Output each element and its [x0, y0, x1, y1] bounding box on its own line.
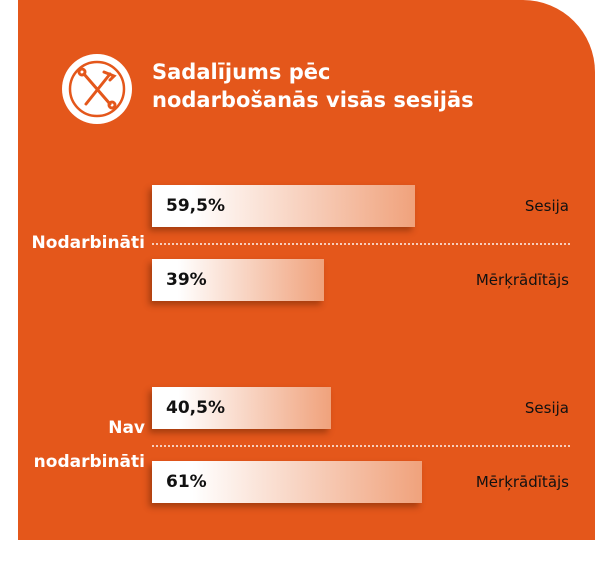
bar [152, 387, 331, 429]
bar [152, 461, 422, 503]
value-label: 39% [166, 270, 207, 290]
series-label: Mērķrādītājs [475, 271, 569, 289]
value-label: 59,5% [166, 196, 225, 216]
category-label: Nodarbināti [31, 233, 145, 253]
series-label: Sesija [524, 197, 569, 215]
value-label: 61% [166, 472, 207, 492]
series-label: Sesija [524, 399, 569, 417]
bar [152, 185, 415, 227]
dotted-separator [152, 243, 570, 245]
value-label: 40,5% [166, 398, 225, 418]
tools-icon [62, 54, 132, 124]
chart-title: Sadalījums pēc nodarbošanās visās sesijā… [152, 60, 474, 112]
series-label: Mērķrādītājs [475, 473, 569, 491]
dotted-separator [152, 445, 570, 447]
category-label: Nav nodarbināti [33, 418, 145, 472]
bar [152, 259, 325, 301]
